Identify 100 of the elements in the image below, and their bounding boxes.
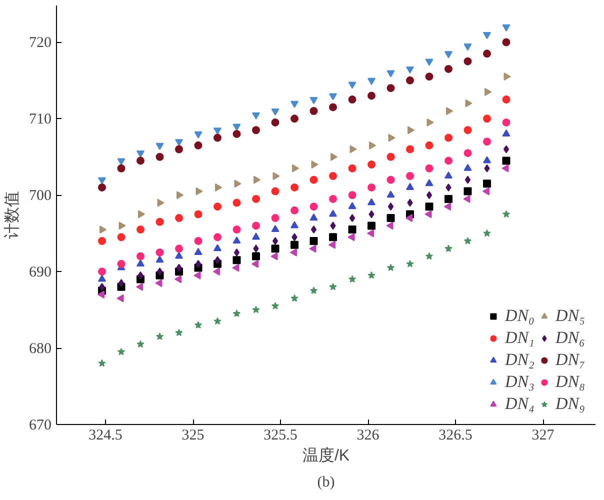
point bbox=[348, 202, 356, 210]
point bbox=[98, 274, 106, 282]
point bbox=[194, 248, 202, 255]
point bbox=[194, 131, 202, 138]
legend-label: DN₅ bbox=[555, 306, 585, 326]
point bbox=[292, 233, 298, 242]
point bbox=[483, 50, 491, 58]
point bbox=[386, 152, 395, 161]
point bbox=[196, 187, 203, 196]
point bbox=[252, 232, 260, 240]
point bbox=[290, 240, 298, 249]
point bbox=[156, 332, 164, 340]
point bbox=[156, 248, 164, 256]
point bbox=[406, 182, 414, 190]
legend-label: DN₂ bbox=[504, 350, 534, 370]
legend-label: DN₃ bbox=[504, 372, 534, 392]
point bbox=[483, 156, 491, 164]
point bbox=[329, 282, 337, 290]
point bbox=[290, 221, 298, 228]
point bbox=[98, 268, 106, 276]
point bbox=[368, 78, 376, 85]
point bbox=[232, 310, 241, 317]
point bbox=[175, 145, 183, 154]
point bbox=[176, 191, 184, 200]
point bbox=[502, 156, 510, 165]
point bbox=[310, 176, 318, 184]
point bbox=[426, 118, 434, 126]
point bbox=[290, 248, 298, 256]
point bbox=[464, 126, 472, 134]
point bbox=[388, 202, 394, 211]
point bbox=[465, 99, 472, 108]
point bbox=[157, 198, 164, 207]
point bbox=[368, 271, 376, 279]
point bbox=[234, 180, 242, 188]
point bbox=[117, 260, 126, 268]
point bbox=[98, 359, 106, 367]
point bbox=[155, 279, 162, 288]
point bbox=[290, 183, 298, 192]
point bbox=[194, 141, 202, 150]
point bbox=[348, 164, 356, 172]
point bbox=[212, 268, 220, 276]
y-tick-label: 670 bbox=[29, 418, 52, 434]
point bbox=[214, 256, 220, 264]
point bbox=[483, 114, 491, 123]
point bbox=[502, 210, 510, 218]
point bbox=[175, 244, 183, 253]
point bbox=[251, 260, 259, 268]
point bbox=[407, 198, 413, 207]
point bbox=[386, 176, 395, 184]
point bbox=[174, 275, 182, 284]
y-tick-label: 710 bbox=[29, 112, 52, 128]
point bbox=[444, 134, 452, 142]
point bbox=[156, 142, 164, 150]
point bbox=[483, 180, 491, 188]
point bbox=[136, 150, 144, 158]
point bbox=[425, 179, 434, 186]
point bbox=[366, 229, 374, 238]
point bbox=[504, 72, 511, 81]
point bbox=[117, 164, 126, 172]
point bbox=[310, 97, 318, 104]
point bbox=[290, 100, 298, 108]
point bbox=[464, 57, 472, 66]
point bbox=[232, 236, 241, 244]
point bbox=[118, 279, 124, 288]
x-tick-label: 325.5 bbox=[264, 428, 298, 444]
point bbox=[310, 107, 318, 116]
point bbox=[136, 340, 144, 348]
point bbox=[310, 202, 318, 211]
point bbox=[444, 156, 452, 165]
y-tick-label: 680 bbox=[29, 341, 52, 358]
y-axis-title: 计数值 bbox=[3, 191, 21, 239]
point bbox=[464, 187, 472, 196]
point bbox=[252, 252, 260, 260]
point bbox=[483, 229, 491, 237]
point bbox=[290, 206, 298, 214]
point bbox=[310, 286, 318, 294]
point bbox=[502, 24, 510, 32]
point bbox=[330, 222, 336, 230]
x-tick-label: 326.5 bbox=[438, 428, 472, 444]
point bbox=[156, 218, 164, 226]
point bbox=[195, 260, 202, 268]
point bbox=[214, 233, 222, 242]
point bbox=[446, 107, 454, 116]
point bbox=[138, 271, 144, 280]
point bbox=[98, 177, 106, 184]
legend-label: DN₇ bbox=[555, 350, 585, 370]
point bbox=[194, 210, 202, 218]
point bbox=[386, 214, 395, 222]
point bbox=[290, 294, 298, 302]
point bbox=[118, 222, 126, 230]
point bbox=[214, 183, 222, 192]
point bbox=[214, 128, 222, 135]
point bbox=[483, 32, 491, 40]
point bbox=[194, 237, 202, 245]
point bbox=[271, 244, 280, 253]
point bbox=[425, 202, 434, 211]
point bbox=[502, 129, 510, 136]
point bbox=[329, 210, 337, 217]
point bbox=[464, 164, 472, 171]
point bbox=[464, 44, 472, 51]
